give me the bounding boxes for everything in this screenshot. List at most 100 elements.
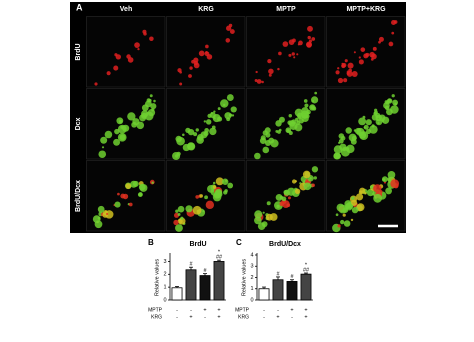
cell bbox=[359, 187, 366, 194]
cell bbox=[337, 67, 340, 70]
cell bbox=[222, 103, 226, 107]
cell bbox=[390, 105, 399, 114]
significance-mark: ## bbox=[303, 267, 310, 273]
cell bbox=[288, 53, 292, 57]
cell bbox=[226, 94, 234, 102]
cell bbox=[205, 200, 215, 210]
cell bbox=[340, 219, 345, 225]
cell bbox=[222, 178, 229, 185]
cell bbox=[344, 59, 348, 63]
cell bbox=[291, 119, 297, 125]
cell bbox=[179, 82, 183, 86]
cell bbox=[288, 131, 293, 136]
cell bbox=[189, 66, 193, 70]
cell bbox=[195, 128, 199, 132]
row-label: Dcx bbox=[75, 117, 82, 130]
cell bbox=[276, 204, 280, 209]
cell bbox=[204, 128, 210, 133]
cell bbox=[212, 114, 221, 123]
cell bbox=[387, 171, 396, 179]
cell bbox=[177, 213, 181, 216]
cell bbox=[342, 213, 346, 217]
cell bbox=[351, 71, 358, 78]
cell bbox=[173, 219, 179, 226]
cell bbox=[358, 59, 364, 65]
cell bbox=[279, 195, 284, 200]
cell bbox=[303, 182, 312, 191]
cell bbox=[291, 52, 295, 56]
cell bbox=[192, 205, 202, 215]
column-header: MPTP bbox=[276, 6, 296, 13]
cell bbox=[215, 177, 224, 186]
cell bbox=[365, 129, 372, 135]
significance-mark: # bbox=[276, 271, 280, 277]
cell bbox=[182, 133, 185, 137]
cell bbox=[265, 132, 271, 138]
cell bbox=[294, 188, 301, 195]
cell bbox=[313, 176, 317, 180]
condition-sign: - bbox=[176, 307, 178, 313]
cell bbox=[97, 216, 101, 220]
cell bbox=[193, 132, 198, 137]
cell bbox=[286, 129, 290, 133]
cell bbox=[131, 121, 137, 128]
condition-sign: + bbox=[217, 307, 220, 313]
condition-sign: + bbox=[189, 314, 192, 320]
cell bbox=[117, 124, 127, 134]
cell bbox=[261, 80, 264, 84]
cell bbox=[149, 94, 153, 98]
cell bbox=[278, 128, 282, 132]
significance-mark: # bbox=[203, 268, 207, 274]
condition-sign: - bbox=[204, 314, 206, 320]
cell bbox=[287, 196, 291, 200]
cell bbox=[309, 104, 316, 111]
cell bbox=[373, 184, 382, 193]
cell bbox=[231, 114, 235, 117]
cell bbox=[340, 135, 346, 141]
cell bbox=[256, 79, 262, 84]
cell bbox=[226, 117, 231, 122]
cell bbox=[217, 107, 221, 111]
cell bbox=[307, 35, 311, 40]
cell bbox=[114, 201, 121, 208]
significance-mark: * bbox=[218, 250, 221, 256]
cell bbox=[356, 203, 365, 212]
cell bbox=[225, 38, 231, 43]
cell bbox=[213, 110, 216, 113]
cell bbox=[335, 70, 340, 75]
cell bbox=[185, 127, 191, 133]
micrograph bbox=[86, 16, 166, 88]
cell bbox=[372, 46, 377, 51]
bar bbox=[286, 281, 298, 301]
cell bbox=[268, 68, 274, 75]
cell bbox=[220, 99, 229, 108]
cell bbox=[130, 180, 138, 188]
panel-label: C bbox=[236, 238, 242, 247]
column-header: Veh bbox=[120, 6, 132, 13]
cell bbox=[358, 131, 367, 139]
cell bbox=[198, 50, 205, 57]
cell bbox=[187, 142, 196, 151]
condition-name: KRG bbox=[151, 314, 162, 320]
cell bbox=[385, 187, 393, 195]
cell bbox=[346, 71, 353, 77]
cell bbox=[113, 138, 121, 146]
cell bbox=[204, 195, 208, 200]
cell bbox=[314, 91, 318, 95]
cell bbox=[304, 103, 309, 108]
cell bbox=[288, 113, 292, 118]
cell bbox=[209, 127, 217, 136]
bar bbox=[185, 269, 197, 301]
y-tick-label: 2 bbox=[163, 272, 166, 278]
row-label: BrdU bbox=[75, 43, 82, 60]
cell bbox=[363, 126, 366, 129]
panel-label: B bbox=[148, 238, 154, 247]
cell bbox=[116, 117, 124, 125]
cell bbox=[226, 25, 232, 31]
cell bbox=[375, 114, 383, 122]
cell bbox=[94, 82, 98, 86]
condition-sign: - bbox=[277, 307, 279, 313]
cell bbox=[346, 144, 355, 154]
cell bbox=[340, 210, 343, 213]
cell bbox=[100, 136, 108, 144]
